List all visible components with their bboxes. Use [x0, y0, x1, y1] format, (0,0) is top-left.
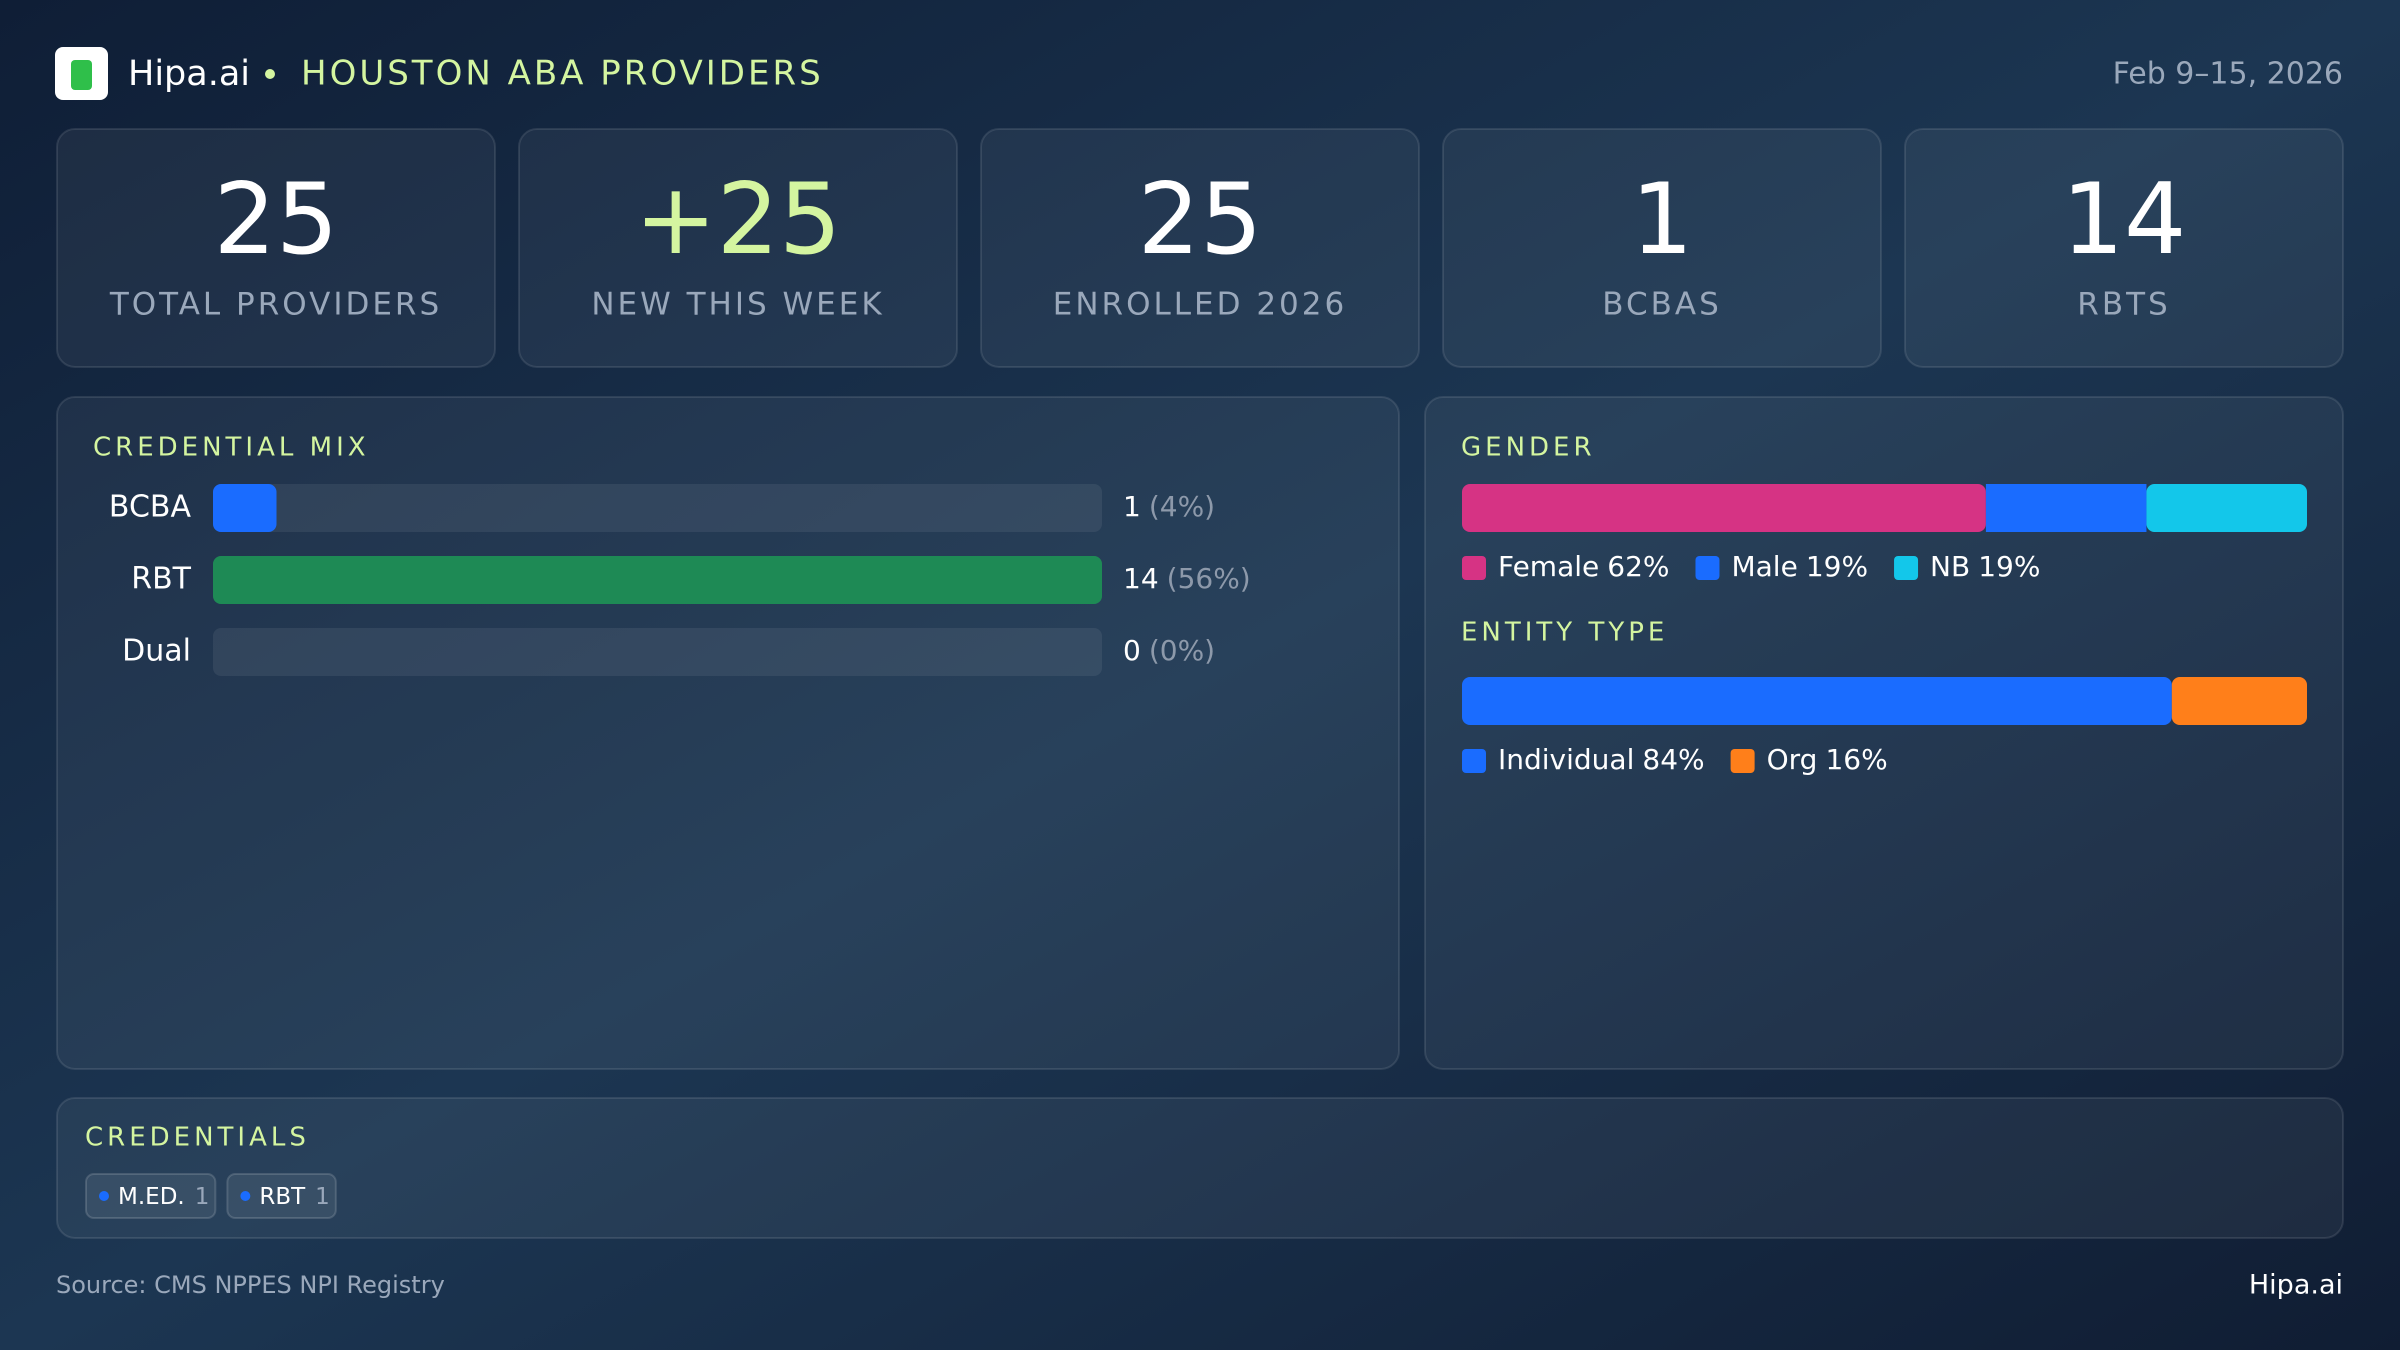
bar: [213, 484, 277, 532]
kpi-label: RBTS: [2077, 287, 2170, 323]
kpi-label: NEW THIS WEEK: [591, 287, 884, 323]
legend-value: 84%: [1642, 743, 1704, 776]
legend-entry: Individual 84%: [1498, 743, 1705, 776]
kpi-card: [1442, 128, 1882, 368]
kpi-card: [518, 128, 958, 368]
chip-dot: [240, 1191, 251, 1201]
demographics-panel: [1424, 396, 2344, 1070]
chip-bg: [226, 1173, 337, 1219]
chip-text: M.ED. 1: [118, 1184, 209, 1210]
count: 0: [1123, 634, 1141, 667]
count: 14: [1123, 562, 1159, 595]
bar-value: 0 (0%): [1123, 634, 1215, 667]
footer-brand: Hipa.ai: [2249, 1270, 2343, 1301]
percent: (0%): [1149, 634, 1215, 667]
chip-count: 1: [315, 1184, 330, 1210]
chip-name: RBT: [259, 1184, 306, 1210]
credential-chip: RBT 1: [226, 1173, 337, 1219]
chip-dot: [99, 1191, 109, 1201]
section-title: GENDER: [1461, 433, 1596, 463]
credentials-panel: [56, 1097, 2344, 1239]
legend-swatch: [1462, 749, 1486, 773]
percent: (56%): [1167, 562, 1251, 595]
count: 1: [1123, 490, 1141, 523]
bar-track: [213, 484, 1102, 532]
date-range: Feb 9–15, 2026: [2113, 57, 2343, 92]
legend-swatch: [1462, 556, 1486, 580]
kpi-value: +25: [635, 163, 842, 277]
stacked-segment: [2171, 677, 2307, 725]
stacked-segment: [1985, 484, 2147, 532]
section-title: CREDENTIAL MIX: [93, 433, 370, 463]
chip-name: M.ED.: [118, 1184, 185, 1210]
logo-glyph: [71, 60, 92, 90]
separator-dot: [265, 69, 275, 79]
legend-name: Female: [1498, 550, 1599, 583]
bar-track: [213, 628, 1102, 676]
legend-value: 62%: [1607, 550, 1669, 583]
legend-swatch: [1730, 749, 1755, 773]
legend-name: NB: [1930, 550, 1970, 583]
bar-value: 1 (4%): [1123, 490, 1215, 523]
kpi-value: 25: [1138, 163, 1263, 277]
legend-name: Org: [1767, 743, 1818, 776]
legend-value: 16%: [1825, 743, 1887, 776]
chip-bg: [85, 1173, 217, 1219]
legend-entry: NB 19%: [1930, 550, 2040, 583]
report-title: HOUSTON ABA PROVIDERS: [301, 54, 824, 94]
credential-chip: M.ED. 1: [85, 1173, 217, 1219]
legend-entry: Org 16%: [1767, 743, 1888, 776]
chip-count: 1: [195, 1184, 210, 1210]
legend-entry: Female 62%: [1498, 550, 1669, 583]
kpi-card: [1904, 128, 2344, 368]
stacked-segment: [2146, 484, 2307, 532]
kpi-value: 14: [2062, 163, 2187, 277]
bar-label: Dual: [122, 634, 191, 669]
percent: (4%): [1149, 490, 1215, 523]
legend-name: Male: [1731, 550, 1797, 583]
bar-label: RBT: [131, 562, 191, 597]
legend-value: 19%: [1978, 550, 2040, 583]
legend-entry: Male 19%: [1731, 550, 1868, 583]
kpi-label: ENROLLED 2026: [1053, 287, 1347, 323]
brand: Hipa.ai: [128, 54, 250, 94]
legend-value: 19%: [1806, 550, 1868, 583]
legend-name: Individual: [1498, 743, 1634, 776]
legend-swatch: [1894, 556, 1919, 580]
stacked-segment: [1462, 484, 1986, 532]
chip-text: RBT 1: [259, 1184, 329, 1210]
stacked-segment: [1462, 677, 2172, 725]
kpi-value: 25: [214, 163, 339, 277]
section-title: ENTITY TYPE: [1461, 618, 1668, 648]
kpi-value: 1: [1631, 163, 1693, 277]
kpi-card: [56, 128, 496, 368]
section-title: CREDENTIALS: [85, 1123, 310, 1153]
kpi-card: [980, 128, 1420, 368]
bar: [213, 556, 1102, 604]
source-note: Source: CMS NPPES NPI Registry: [56, 1271, 445, 1299]
kpi-label: BCBAS: [1602, 287, 1722, 323]
legend-swatch: [1695, 556, 1720, 580]
bar-label: BCBA: [109, 490, 192, 525]
kpi-label: TOTAL PROVIDERS: [109, 287, 442, 323]
bar-value: 14 (56%): [1123, 562, 1251, 595]
